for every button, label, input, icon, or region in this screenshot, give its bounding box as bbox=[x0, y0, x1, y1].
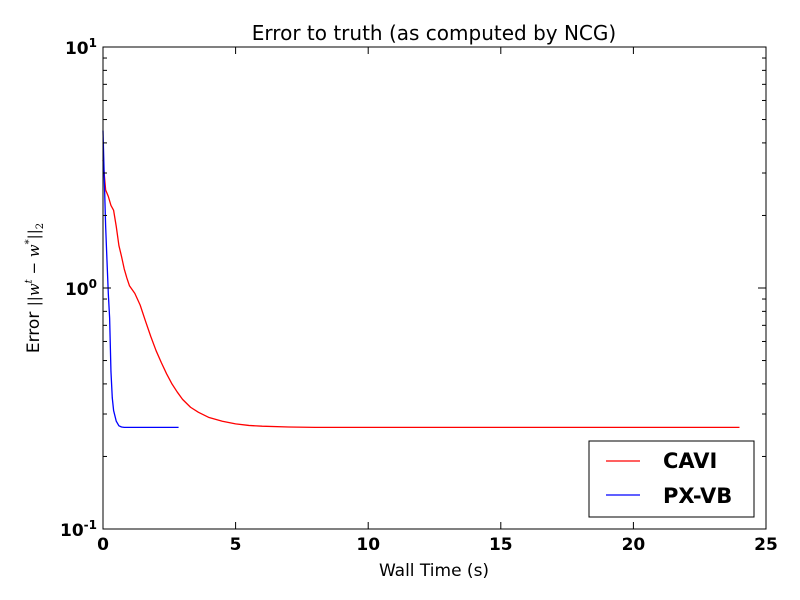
x-tick-label: 0 bbox=[97, 535, 109, 555]
x-axis-label: Wall Time (s) bbox=[379, 561, 489, 581]
y-tick-label-exponent: 0 bbox=[89, 277, 97, 291]
series-line-cavi bbox=[102, 159, 740, 429]
y-tick-label-base: 10 bbox=[65, 39, 89, 59]
y-tick-label: 10-1 bbox=[60, 518, 97, 541]
legend: CAVI PX-VB bbox=[588, 440, 755, 518]
y-axis-label-mid: − w bbox=[25, 244, 43, 279]
y-axis-label-close: || bbox=[25, 229, 43, 239]
y-tick-label-exponent: -1 bbox=[84, 518, 97, 532]
x-tick-label: 25 bbox=[754, 535, 778, 555]
y-tick-label-exponent: 1 bbox=[89, 36, 97, 50]
legend-box bbox=[588, 440, 755, 518]
x-tick-label: 20 bbox=[622, 535, 646, 555]
x-tick-label: 15 bbox=[489, 535, 513, 555]
y-axis-label-sup-star: * bbox=[24, 239, 35, 244]
chart-title: Error to truth (as computed by NCG) bbox=[252, 21, 616, 45]
y-tick-label: 100 bbox=[65, 277, 97, 300]
series-lines bbox=[102, 130, 740, 429]
y-axis-label: Error ||wt − w*||2 bbox=[24, 223, 46, 353]
legend-label-cavi: CAVI bbox=[663, 449, 717, 473]
x-tick-label: 10 bbox=[356, 535, 380, 555]
legend-label-px-vb: PX-VB bbox=[663, 484, 732, 508]
y-tick-label: 101 bbox=[65, 36, 97, 59]
y-axis-label-sup-t: t bbox=[24, 278, 35, 283]
y-tick-label-base: 10 bbox=[65, 280, 89, 300]
y-axis-label-prefix: Error bbox=[24, 306, 44, 353]
y-axis-label-math: ||w bbox=[25, 283, 43, 306]
y-tick-label-base: 10 bbox=[60, 521, 84, 541]
plot-frame bbox=[102, 46, 767, 530]
y-axis-label-sub: 2 bbox=[35, 223, 46, 229]
series-line-px-vb bbox=[102, 130, 179, 429]
x-tick-label: 5 bbox=[230, 535, 242, 555]
